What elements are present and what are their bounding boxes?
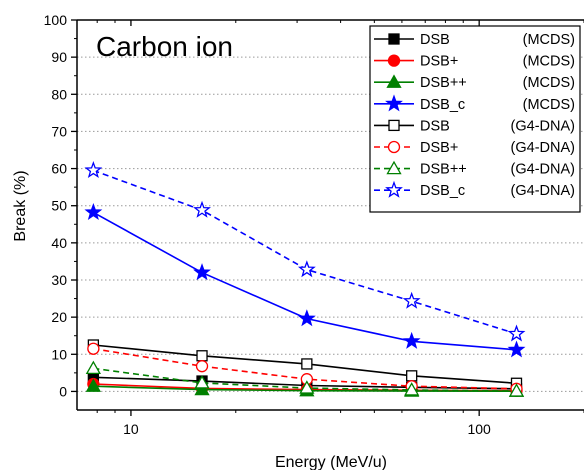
- legend-entry: DSB (MCDS): [374, 32, 575, 48]
- data-point: [193, 263, 211, 281]
- legend-marker: [388, 119, 400, 132]
- legend: DSB (MCDS) DSB+ (MCDS) DSB++ (MCDS) DSB_c (MCDS…: [369, 25, 581, 213]
- gridlines: [77, 56, 584, 392]
- data-point: [301, 358, 313, 370]
- legend-label-source: (MCDS): [523, 75, 575, 91]
- data-point: [194, 375, 210, 389]
- legend-entry: DSB++ (G4-DNA): [374, 160, 575, 178]
- legend-label-source: (MCDS): [523, 97, 575, 113]
- x-tick-label: 100: [467, 421, 491, 437]
- legend-label: DSB+: [420, 140, 458, 156]
- legend-marker: [388, 33, 400, 45]
- data-point: [193, 200, 211, 218]
- legend-entry: DSB+ (G4-DNA): [374, 140, 575, 156]
- plot-series: [84, 161, 526, 397]
- legend-label-source: (G4-DNA): [511, 140, 575, 156]
- data-point: [195, 360, 209, 373]
- data-point: [406, 370, 418, 382]
- legend-label-source: (G4-DNA): [511, 162, 575, 178]
- x-axis-label: Energy (MeV/u): [275, 454, 387, 470]
- series-7: [84, 161, 526, 342]
- data-point: [85, 378, 101, 392]
- y-tick-label: 0: [59, 383, 67, 399]
- x-tick-label: 10: [123, 421, 139, 437]
- legend-marker: [385, 94, 403, 112]
- y-tick-label: 70: [51, 123, 67, 139]
- legend-label: DSB++: [420, 162, 467, 178]
- series-3: [84, 203, 526, 358]
- y-axis-label: Break (%): [12, 170, 29, 241]
- legend-label-source: (G4-DNA): [511, 183, 575, 199]
- y-tick-label: 20: [51, 309, 67, 325]
- y-tick-label: 30: [51, 272, 67, 288]
- data-point: [404, 382, 420, 396]
- data-point: [85, 360, 101, 375]
- data-point: [297, 309, 316, 327]
- legend-marker: [386, 74, 402, 88]
- legend-label: DSB_c: [420, 97, 465, 113]
- legend-label: DSB: [420, 32, 450, 48]
- data-point: [297, 260, 316, 278]
- axes: 0 10 20 30 40 50 60 70 80 90 100 10 100: [44, 12, 584, 437]
- chart-title: Carbon ion: [96, 31, 233, 62]
- legend-label: DSB_c: [420, 183, 465, 199]
- y-tick-label: 10: [51, 346, 67, 362]
- data-point: [299, 380, 315, 394]
- legend-marker: [385, 180, 403, 198]
- data-point: [84, 161, 103, 179]
- y-tick-label: 80: [51, 86, 67, 102]
- legend-entry: DSB+ (MCDS): [374, 54, 575, 70]
- y-tick-label: 100: [44, 12, 68, 28]
- legend-label-source: (G4-DNA): [511, 118, 575, 134]
- legend-marker: [386, 160, 402, 175]
- data-point: [87, 342, 100, 355]
- data-point: [508, 383, 525, 397]
- legend-label-source: (MCDS): [523, 32, 575, 48]
- series-6: [85, 360, 525, 397]
- y-tick-label: 90: [51, 49, 67, 65]
- legend-label: DSB: [420, 118, 450, 134]
- legend-box: [369, 25, 581, 213]
- data-point: [402, 331, 421, 349]
- legend-marker: [387, 54, 401, 67]
- legend-entry: DSB_c (MCDS): [374, 94, 575, 113]
- legend-entry: DSB++ (MCDS): [374, 74, 575, 91]
- legend-entry: DSB (G4-DNA): [374, 118, 575, 134]
- y-tick-label: 50: [51, 198, 67, 214]
- data-point: [194, 381, 210, 396]
- y-tick-label: 40: [51, 235, 67, 251]
- series-line: [92, 211, 517, 351]
- data-point: [84, 203, 103, 221]
- legend-marker: [387, 140, 401, 154]
- data-point: [402, 291, 421, 309]
- data-point: [507, 324, 526, 342]
- legend-label: DSB++: [420, 75, 467, 91]
- legend-label-source: (MCDS): [523, 54, 575, 70]
- series-line: [93, 169, 517, 335]
- data-point: [196, 350, 208, 362]
- legend-entry: DSB_c (G4-DNA): [374, 180, 575, 199]
- legend-label: DSB+: [420, 54, 458, 70]
- y-tick-label: 60: [51, 161, 67, 177]
- data-point: [507, 340, 526, 358]
